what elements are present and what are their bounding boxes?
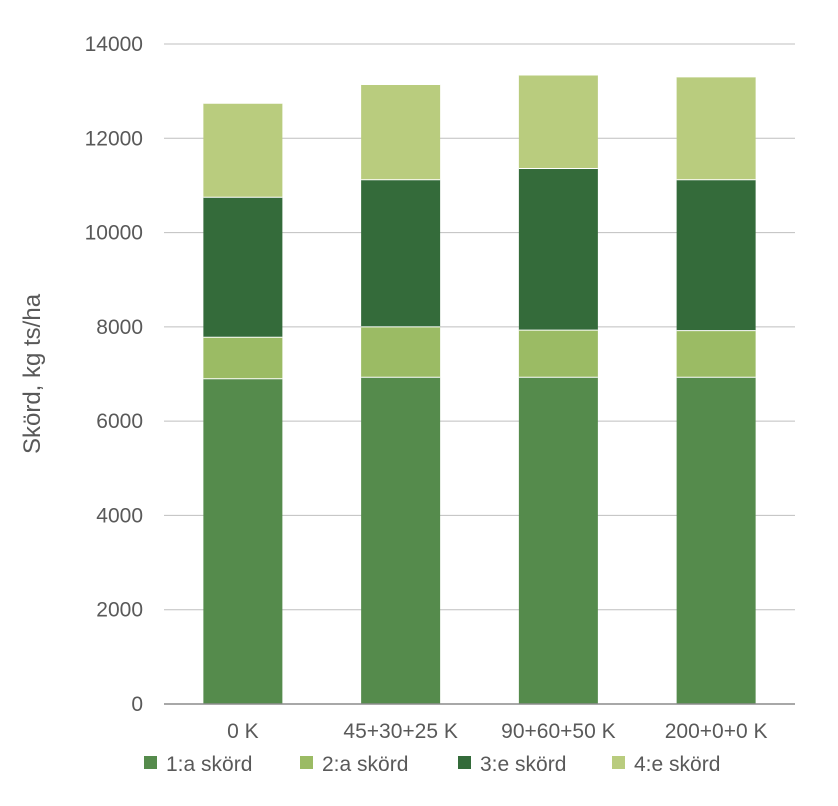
x-tick-label: 0 K: [227, 720, 259, 743]
bar-segment: [361, 84, 441, 180]
bar-segment: [203, 103, 283, 198]
bar-segment: [676, 330, 756, 378]
y-tick-label: 10000: [85, 222, 143, 245]
bar-segment: [203, 197, 283, 338]
y-tick-label: 8000: [96, 316, 143, 339]
y-axis-label: Skörd, kg ts/ha: [19, 293, 46, 454]
legend-swatch: [300, 756, 313, 769]
bar-segment: [676, 377, 756, 704]
bar-segment: [518, 168, 598, 331]
legend-label: 4:e skörd: [634, 753, 720, 776]
y-tick-label: 4000: [96, 504, 143, 527]
y-tick-label: 6000: [96, 410, 143, 433]
x-tick-label: 200+0+0 K: [665, 720, 768, 743]
x-tick-label: 45+30+25 K: [343, 720, 457, 743]
bar-segment: [361, 377, 441, 704]
bars: [203, 74, 756, 704]
y-tick-label: 12000: [85, 127, 143, 150]
y-tick-label: 0: [131, 693, 143, 716]
x-tick-labels: 0 K 45+30+25 K 90+60+50 K 200+0+0 K: [227, 720, 767, 743]
bar-segment: [361, 179, 441, 327]
x-tick-label: 90+60+50 K: [501, 720, 615, 743]
bar-segment: [676, 77, 756, 180]
legend-label: 2:a skörd: [322, 753, 408, 776]
y-tick-label: 2000: [96, 599, 143, 622]
legend-swatch: [458, 756, 471, 769]
legend-swatch: [612, 756, 625, 769]
y-tick-labels: 0 2000 4000 6000 8000 10000 12000 14000: [85, 33, 143, 716]
bar-segment: [518, 377, 598, 704]
bar-segment: [203, 378, 283, 704]
bar-segment: [676, 179, 756, 331]
bar-segment: [518, 75, 598, 169]
legend: 1:a skörd 2:a skörd 3:e skörd 4:e skörd: [144, 753, 720, 776]
legend-label: 3:e skörd: [480, 753, 566, 776]
bar-segment: [361, 326, 441, 378]
legend-label: 1:a skörd: [166, 753, 252, 776]
y-tick-label: 14000: [85, 33, 143, 56]
bar-segment: [203, 337, 283, 379]
bar-segment: [518, 330, 598, 378]
legend-swatch: [144, 756, 157, 769]
